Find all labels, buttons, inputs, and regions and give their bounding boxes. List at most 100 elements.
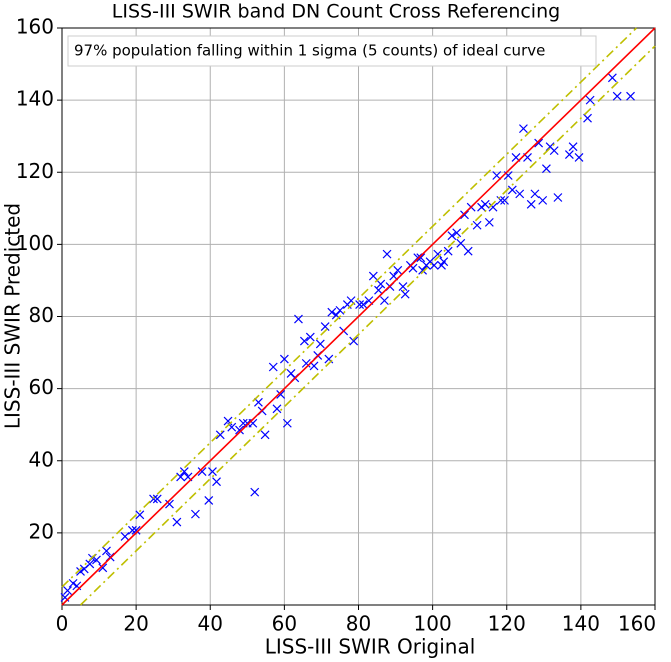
point [208, 467, 217, 476]
y-axis-label: LISS-III SWIR Predicted [1, 203, 25, 429]
point [299, 336, 309, 346]
point [418, 265, 428, 275]
point [76, 567, 85, 576]
point [416, 253, 426, 263]
point [131, 525, 141, 535]
point [393, 265, 403, 275]
annotation: 97% population falling within 1 sigma (5… [74, 42, 545, 60]
point [135, 510, 145, 520]
point [282, 418, 292, 428]
chart-title: LISS-III SWIR band DN Count Cross Refere… [112, 1, 560, 23]
line [79, 45, 656, 606]
point [538, 195, 548, 205]
point [607, 73, 617, 83]
point [176, 472, 186, 482]
point [398, 282, 408, 291]
point [463, 246, 473, 256]
point [541, 164, 551, 174]
x-tick-label: 160 [618, 612, 656, 636]
point [496, 195, 506, 205]
point [305, 332, 315, 342]
point [349, 336, 359, 346]
point [549, 146, 559, 156]
point [260, 430, 270, 440]
y-tick-label: 60 [29, 375, 54, 399]
point [382, 249, 392, 259]
point [374, 285, 383, 295]
point [279, 354, 289, 364]
point [179, 467, 189, 476]
x-tick-label: 120 [488, 612, 526, 636]
x-tick-label: 100 [414, 612, 452, 636]
point [212, 477, 221, 487]
point [574, 153, 584, 162]
y-tick-label: 140 [16, 87, 54, 111]
point [583, 113, 592, 123]
point [85, 559, 95, 569]
point [484, 217, 494, 227]
point [492, 171, 502, 180]
plot-frame [61, 27, 656, 606]
x-tick-label: 140 [562, 612, 600, 636]
point [429, 260, 439, 270]
point [272, 404, 282, 414]
point [376, 279, 386, 289]
point [248, 418, 258, 428]
point [368, 271, 378, 281]
y-tick-label: 120 [16, 159, 54, 183]
y-tick-label: 20 [29, 519, 54, 543]
point [519, 124, 528, 134]
point [500, 195, 509, 205]
point [380, 296, 389, 306]
point [250, 487, 260, 497]
point [68, 578, 78, 588]
point [355, 300, 365, 310]
line [61, 27, 656, 606]
point [152, 494, 162, 504]
y-tick-label: 40 [29, 447, 54, 471]
x-tick-label: 0 [56, 612, 69, 636]
y-tick-label: 80 [29, 303, 54, 327]
point [460, 210, 469, 220]
point [335, 305, 345, 315]
point [585, 95, 595, 105]
x-axis-label: LISS-III SWIR Original [265, 635, 476, 659]
point [526, 199, 536, 209]
point [447, 231, 457, 241]
point [172, 517, 182, 527]
plot-area: 0 20 40 60 80 100 120 140 160 20 40 60 80 100 120 140 16… [16, 15, 656, 636]
point [472, 220, 482, 230]
point [235, 425, 244, 435]
point [204, 495, 214, 505]
point [443, 246, 453, 256]
point [626, 91, 635, 101]
point [215, 430, 225, 440]
point [400, 289, 410, 299]
x-tick-label: 20 [123, 612, 148, 636]
point [564, 150, 574, 160]
point [515, 189, 525, 199]
point [320, 322, 330, 332]
point [315, 339, 325, 349]
point [358, 300, 368, 310]
point [276, 389, 286, 399]
point [439, 257, 449, 267]
y-tick-label: 160 [16, 15, 54, 39]
point [530, 189, 540, 199]
point [92, 555, 101, 565]
point [149, 494, 158, 504]
point [568, 142, 578, 152]
point [120, 532, 130, 541]
point [254, 397, 263, 407]
x-tick-label: 80 [346, 612, 371, 636]
point [452, 228, 462, 238]
point [268, 362, 278, 372]
point [507, 185, 517, 195]
point [294, 314, 303, 324]
point [534, 138, 544, 148]
point [102, 546, 111, 556]
point [480, 199, 490, 209]
point [197, 467, 207, 476]
point [324, 354, 334, 364]
